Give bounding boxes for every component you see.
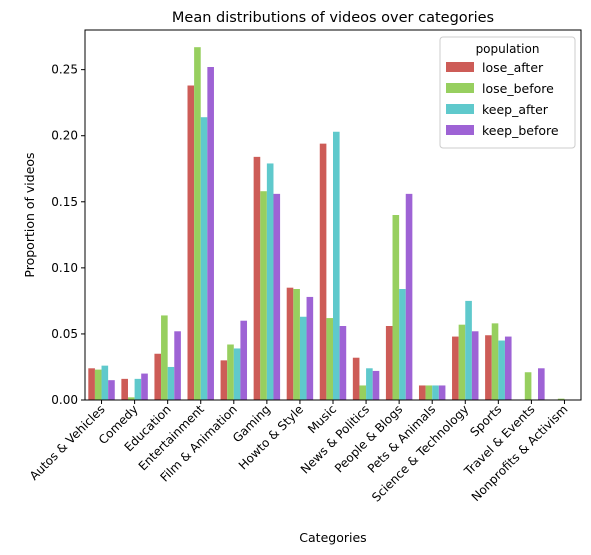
legend-title: population bbox=[476, 42, 540, 56]
bar-lose_after-11 bbox=[452, 336, 459, 400]
legend-swatch-lose_after bbox=[446, 62, 474, 72]
legend-label-lose_after: lose_after bbox=[482, 60, 544, 75]
bar-keep_after-2 bbox=[167, 366, 175, 400]
bar-keep_after-7 bbox=[333, 131, 340, 400]
y-tick-label: 0.20 bbox=[51, 129, 78, 143]
y-axis: 0.00 0.05 0.10 0.15 0.20 0.25 bbox=[51, 63, 85, 407]
bar-lose_after-0 bbox=[88, 368, 95, 400]
bar-lose_after-5 bbox=[253, 156, 261, 400]
bar-keep_after-0 bbox=[101, 365, 109, 400]
bar-keep_before-3 bbox=[207, 67, 214, 400]
y-tick-label: 0.00 bbox=[51, 393, 78, 407]
bar-lose_before-8 bbox=[359, 385, 367, 400]
bar-keep_before-7 bbox=[339, 326, 347, 400]
bar-keep_before-13 bbox=[538, 368, 545, 400]
bar-lose_after-1 bbox=[121, 378, 128, 400]
bar-lose_before-14 bbox=[557, 398, 565, 400]
bar-lose_before-9 bbox=[392, 215, 400, 400]
bar-lose_before-4 bbox=[227, 344, 234, 400]
bar-lose_before-5 bbox=[260, 191, 267, 400]
bar-keep_before-12 bbox=[504, 336, 512, 400]
bar-lose_before-3 bbox=[194, 47, 201, 401]
bar-lose_before-1 bbox=[127, 397, 135, 400]
bar-keep_after-10 bbox=[432, 385, 439, 400]
bar-keep_before-11 bbox=[471, 331, 479, 400]
bar-keep_after-6 bbox=[299, 316, 307, 400]
bar-lose_before-10 bbox=[425, 385, 433, 400]
bar-lose_after-12 bbox=[485, 335, 492, 400]
bar-lose_before-13 bbox=[524, 372, 532, 400]
bar-lose_before-12 bbox=[491, 323, 499, 400]
bar-lose_after-2 bbox=[154, 353, 162, 400]
bar-keep_before-6 bbox=[306, 296, 314, 400]
bar-keep_after-12 bbox=[498, 340, 505, 400]
bar-keep_after-11 bbox=[465, 300, 472, 400]
bar-lose_before-2 bbox=[161, 315, 168, 400]
bar-keep_after-1 bbox=[134, 378, 142, 400]
bar-lose_after-3 bbox=[187, 85, 195, 400]
y-tick-label: 0.15 bbox=[51, 195, 78, 209]
chart-title: Mean distributions of videos over catego… bbox=[172, 10, 494, 26]
bar-keep_before-1 bbox=[141, 373, 148, 400]
bar-lose_after-7 bbox=[319, 143, 327, 400]
legend-label-keep_after: keep_after bbox=[482, 102, 549, 117]
bar-lose_after-10 bbox=[418, 385, 426, 400]
plot-area bbox=[88, 47, 565, 401]
bar-keep_before-2 bbox=[174, 331, 181, 400]
x-axis-label: Categories bbox=[299, 530, 366, 545]
bar-lose_after-4 bbox=[220, 360, 228, 400]
y-axis-label: Proportion of videos bbox=[22, 152, 37, 277]
legend-swatch-keep_after bbox=[446, 104, 474, 114]
bar-keep_after-9 bbox=[399, 289, 406, 400]
legend-label-keep_before: keep_before bbox=[482, 123, 559, 138]
bar-keep_after-3 bbox=[200, 117, 208, 401]
bar-keep_before-8 bbox=[372, 370, 380, 400]
legend-swatch-keep_before bbox=[446, 125, 474, 135]
bar-lose_after-8 bbox=[352, 357, 360, 400]
bar-keep_before-9 bbox=[405, 193, 413, 400]
y-tick-label: 0.05 bbox=[51, 327, 78, 341]
legend-swatch-lose_before bbox=[446, 83, 474, 93]
bar-lose_after-9 bbox=[385, 326, 393, 400]
bar-lose_after-6 bbox=[286, 287, 294, 400]
bar-keep_after-8 bbox=[366, 368, 373, 400]
legend-label-lose_before: lose_before bbox=[482, 81, 554, 96]
y-tick-label: 0.10 bbox=[51, 261, 78, 275]
bar-lose_before-0 bbox=[94, 369, 102, 400]
bar-keep_before-0 bbox=[108, 380, 115, 400]
bar-keep_before-5 bbox=[273, 193, 281, 400]
bar-keep_after-5 bbox=[266, 163, 274, 400]
bar-lose_before-11 bbox=[458, 324, 466, 400]
y-tick-label: 0.25 bbox=[51, 63, 78, 77]
bar-lose_before-7 bbox=[326, 318, 333, 400]
legend: population lose_after lose_before keep_afte… bbox=[439, 36, 576, 149]
bar-keep_before-10 bbox=[438, 385, 446, 400]
bar-keep_before-4 bbox=[240, 320, 248, 400]
bar-lose_before-6 bbox=[293, 289, 300, 400]
bar-keep_after-4 bbox=[233, 348, 241, 400]
